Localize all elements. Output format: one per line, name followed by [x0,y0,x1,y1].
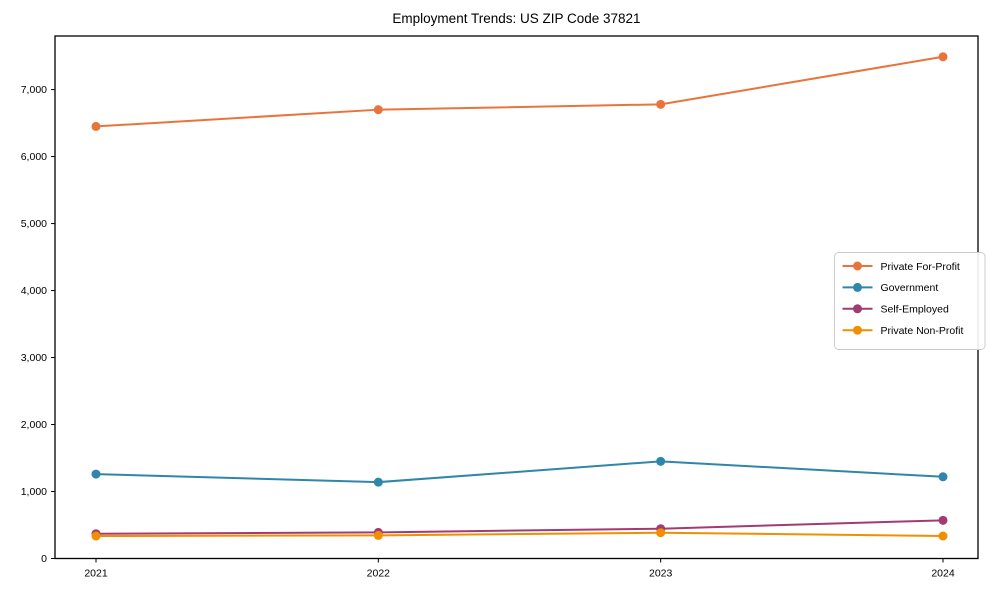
x-axis-tick-label: 2022 [367,568,391,580]
x-axis-tick-label: 2023 [649,568,673,580]
legend-marker-private-for-profit [853,261,862,271]
data-point-government-2024 [938,472,948,482]
chart-title: Employment Trends: US ZIP Code 37821 [392,11,641,26]
y-axis-tick-label: 2,000 [21,419,47,431]
legend-marker-self-employed [853,304,862,314]
series-line-self-employed [95,519,944,535]
legend-label-private-non-profit: Private Non-Profit [881,325,964,337]
legend-label-self-employed: Self-Employed [881,304,949,316]
series-line-private-for-profit [95,55,944,128]
legend-box [834,252,986,350]
legend-marker-private-non-profit [853,325,862,335]
data-point-private-non-profit-2024 [938,531,948,541]
data-point-government-2021 [91,469,101,479]
x-axis-tick-label: 2021 [84,568,108,580]
data-point-private-for-profit-2023 [656,99,666,109]
series-line-private-non-profit [95,531,944,538]
data-point-private-for-profit-2021 [91,121,101,131]
data-point-private-for-profit-2024 [938,52,948,62]
data-point-government-2022 [373,477,383,487]
series-line-government [95,460,944,484]
legend-label-government: Government [881,282,939,294]
x-axis-tick-label: 2024 [931,568,955,580]
y-axis-tick-label: 1,000 [21,486,47,498]
data-point-self-employed-2024 [938,515,948,525]
legend-label-private-for-profit: Private For-Profit [881,261,960,273]
y-axis-tick-label: 3,000 [21,352,47,364]
y-axis-tick-label: 4,000 [21,285,47,297]
y-axis-tick-label: 7,000 [21,84,47,96]
y-axis-tick-label: 0 [41,553,47,565]
data-point-government-2023 [656,456,666,466]
y-axis-tick-label: 6,000 [21,151,47,163]
data-point-private-non-profit-2021 [91,531,101,541]
data-point-private-for-profit-2022 [373,105,383,115]
data-point-private-non-profit-2022 [373,530,383,540]
data-point-private-non-profit-2023 [656,528,666,538]
y-axis-tick-label: 5,000 [21,218,47,230]
legend-marker-government [853,282,862,292]
